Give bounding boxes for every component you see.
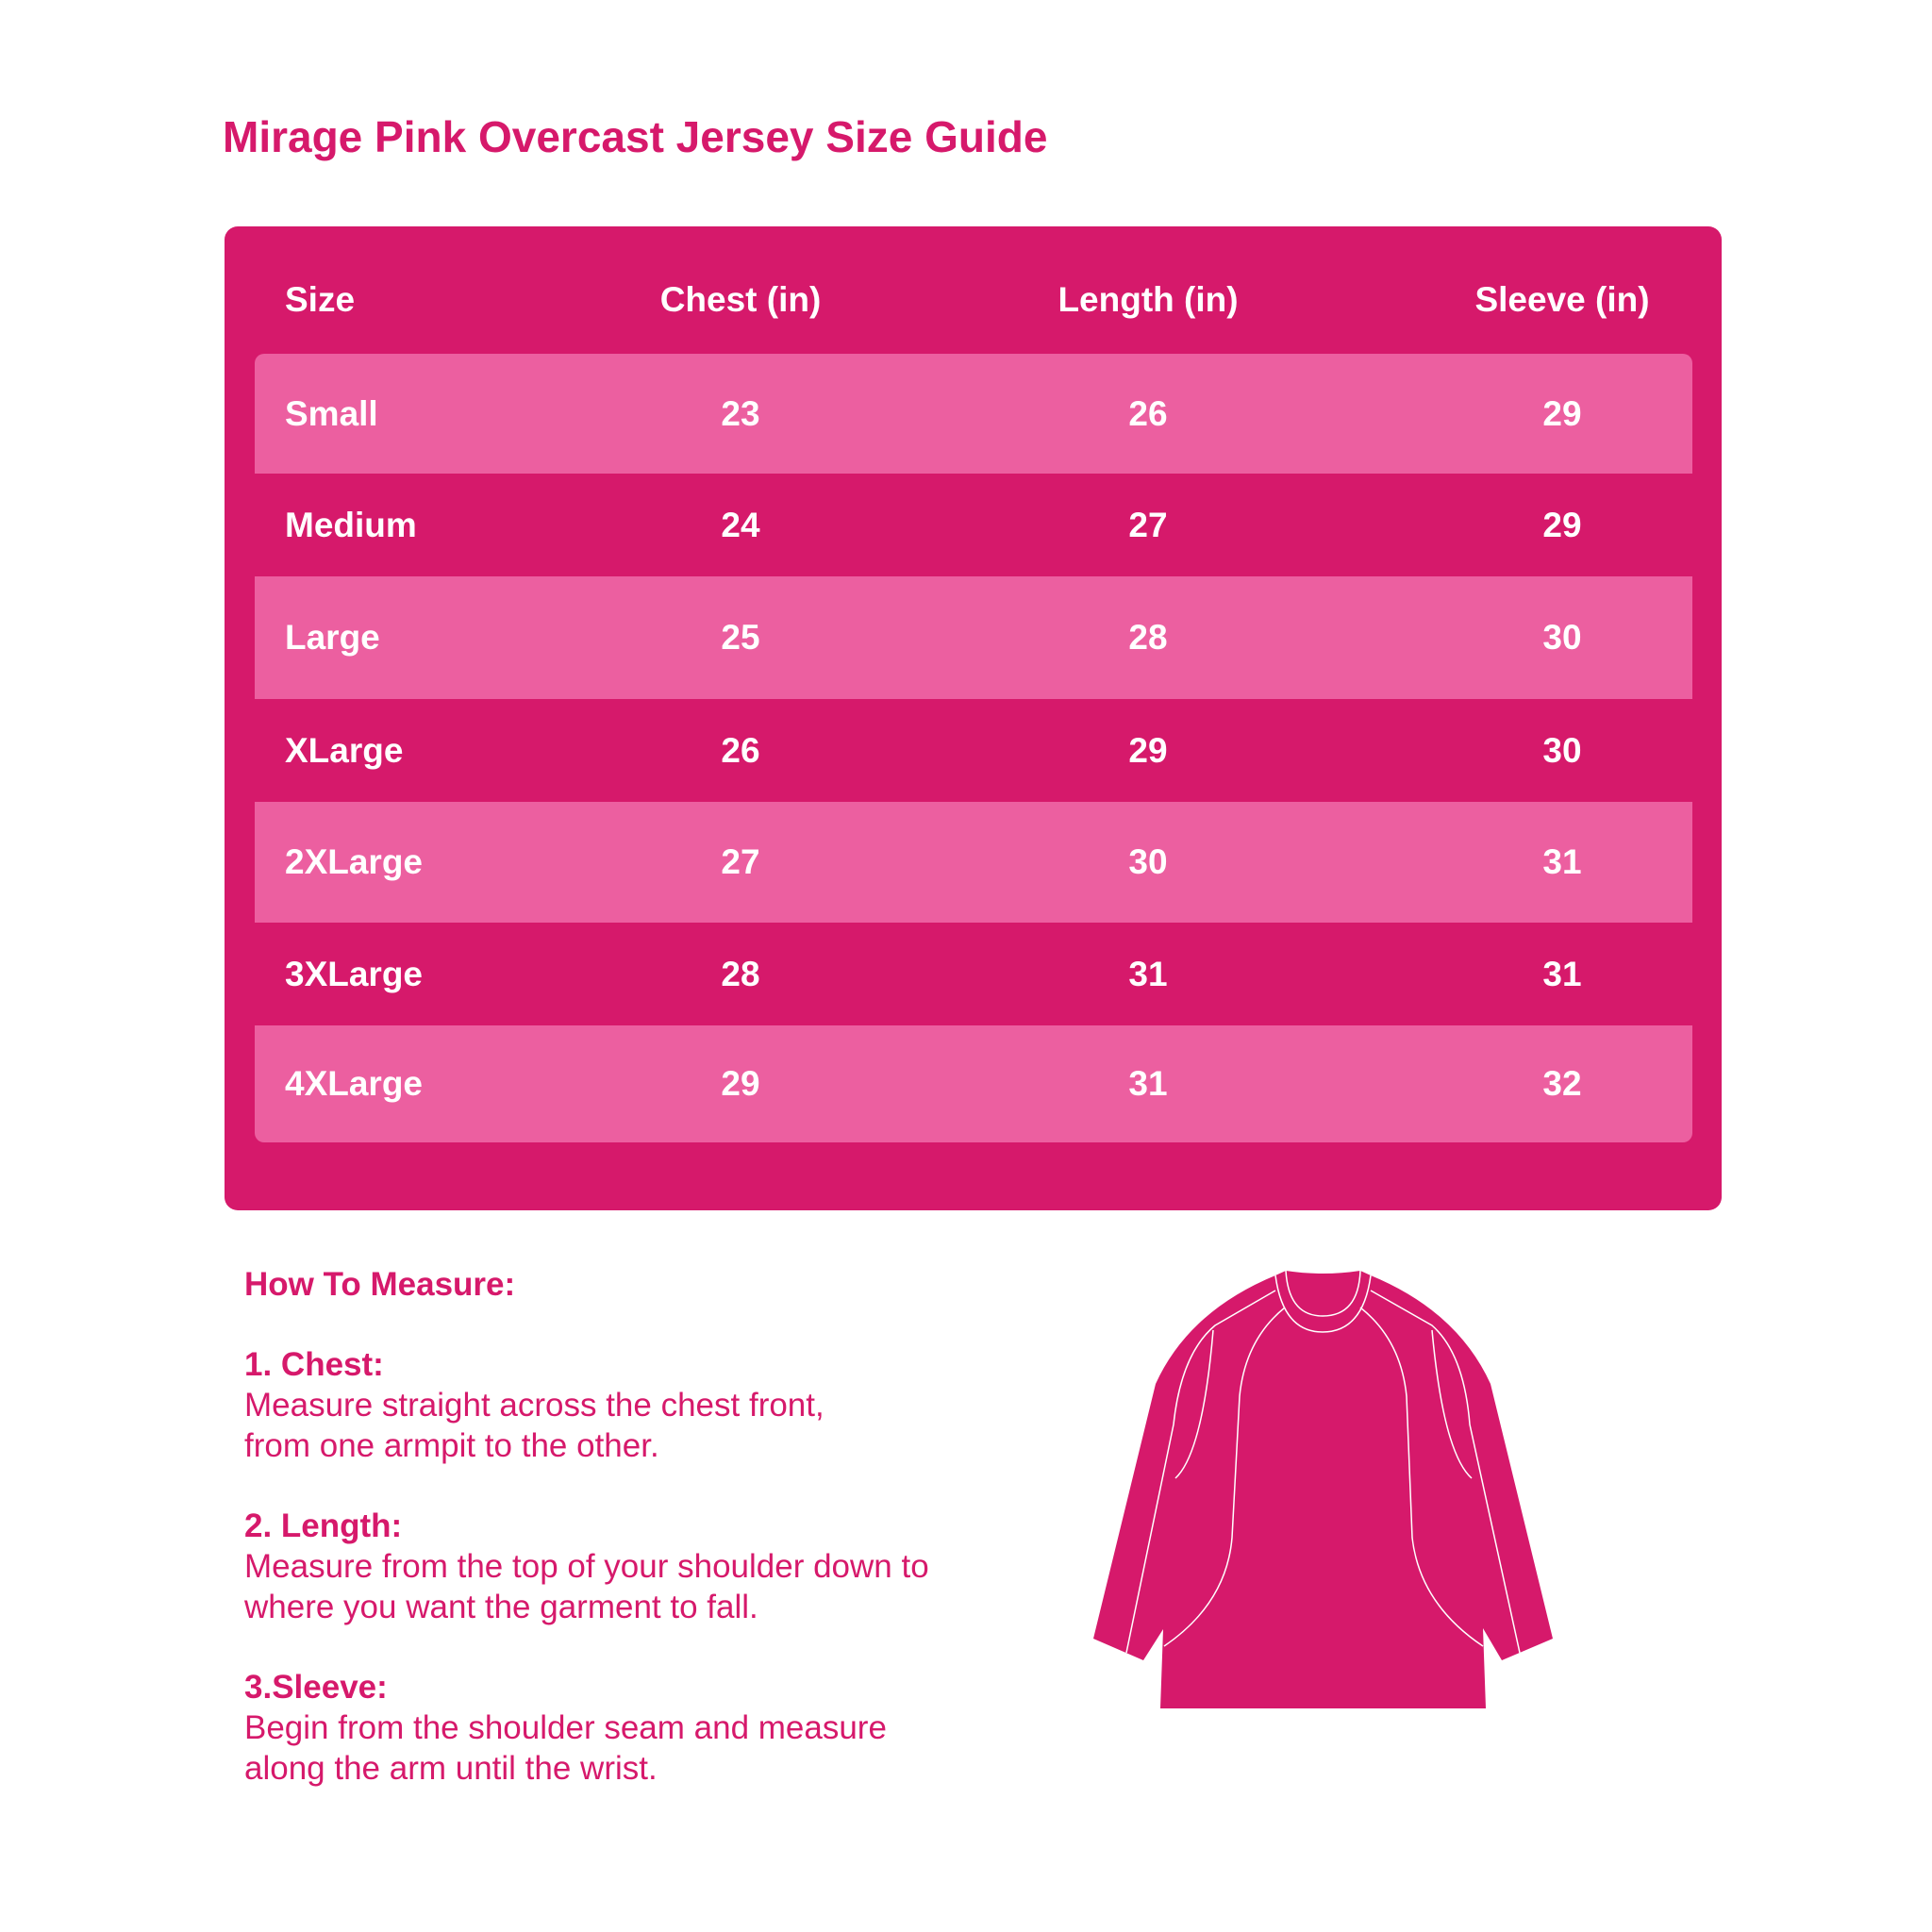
cell-length: 31 bbox=[1128, 1064, 1168, 1103]
sleeve-line: Begin from the shoulder seam and measure bbox=[244, 1709, 887, 1746]
chest-line: from one armpit to the other. bbox=[244, 1427, 659, 1464]
cell-chest: 29 bbox=[721, 1064, 760, 1103]
cell-size: 3XLarge bbox=[285, 954, 424, 993]
cell-length: 27 bbox=[1128, 505, 1168, 544]
sleeve-title: 3.Sleeve: bbox=[244, 1669, 388, 1706]
table-row: 2XLarge 27 30 31 bbox=[255, 802, 1692, 923]
header-length: Length (in) bbox=[1058, 279, 1239, 319]
header-sleeve: Sleeve (in) bbox=[1474, 279, 1650, 319]
cell-chest: 25 bbox=[721, 618, 760, 657]
measure-heading: How To Measure: bbox=[244, 1266, 516, 1303]
table-row: 4XLarge 29 31 32 bbox=[255, 1025, 1692, 1142]
cell-size: 2XLarge bbox=[285, 842, 424, 881]
length-line: Measure from the top of your shoulder do… bbox=[244, 1548, 929, 1585]
cell-chest: 28 bbox=[721, 954, 760, 993]
cell-chest: 24 bbox=[721, 505, 760, 544]
sleeve-line: along the arm until the wrist. bbox=[244, 1750, 658, 1787]
cell-size: Large bbox=[285, 618, 380, 657]
length-line: where you want the garment to fall. bbox=[244, 1589, 758, 1625]
chest-line: Measure straight across the chest front, bbox=[244, 1387, 824, 1424]
cell-length: 30 bbox=[1128, 842, 1168, 881]
cell-size: Small bbox=[285, 393, 378, 433]
cell-length: 29 bbox=[1128, 730, 1168, 770]
cell-size: 4XLarge bbox=[285, 1064, 424, 1103]
table-row: 3XLarge 28 31 31 bbox=[255, 923, 1692, 1025]
how-to-measure: How To Measure: 1. Chest: Measure straig… bbox=[244, 1264, 929, 1828]
cell-sleeve: 31 bbox=[1542, 842, 1582, 881]
cell-chest: 23 bbox=[721, 393, 760, 433]
cell-size: Medium bbox=[285, 505, 417, 544]
cell-sleeve: 30 bbox=[1542, 730, 1582, 770]
cell-length: 31 bbox=[1128, 954, 1168, 993]
table-row: XLarge 26 29 30 bbox=[255, 699, 1692, 802]
cell-sleeve: 31 bbox=[1542, 954, 1582, 993]
cell-length: 26 bbox=[1128, 393, 1168, 433]
cell-sleeve: 29 bbox=[1542, 505, 1582, 544]
table-row: Medium 24 27 29 bbox=[255, 474, 1692, 576]
chest-title: 1. Chest: bbox=[244, 1346, 384, 1383]
table-header-row: Size Chest (in) Length (in) Sleeve (in) bbox=[255, 236, 1692, 363]
cell-chest: 27 bbox=[721, 842, 760, 881]
cell-sleeve: 30 bbox=[1542, 618, 1582, 657]
table-row: Large 25 28 30 bbox=[255, 576, 1692, 699]
cell-length: 28 bbox=[1128, 618, 1168, 657]
table-row: Small 23 26 29 bbox=[255, 354, 1692, 474]
header-chest: Chest (in) bbox=[659, 279, 822, 319]
cell-chest: 26 bbox=[721, 730, 760, 770]
length-title: 2. Length: bbox=[244, 1507, 403, 1544]
cell-sleeve: 32 bbox=[1542, 1064, 1582, 1103]
header-size: Size bbox=[285, 279, 356, 319]
cell-sleeve: 29 bbox=[1542, 393, 1582, 433]
size-table: Size Chest (in) Length (in) Sleeve (in) … bbox=[225, 226, 1722, 1210]
cell-size: XLarge bbox=[285, 730, 404, 770]
page-title: Mirage Pink Overcast Jersey Size Guide bbox=[223, 112, 1048, 161]
